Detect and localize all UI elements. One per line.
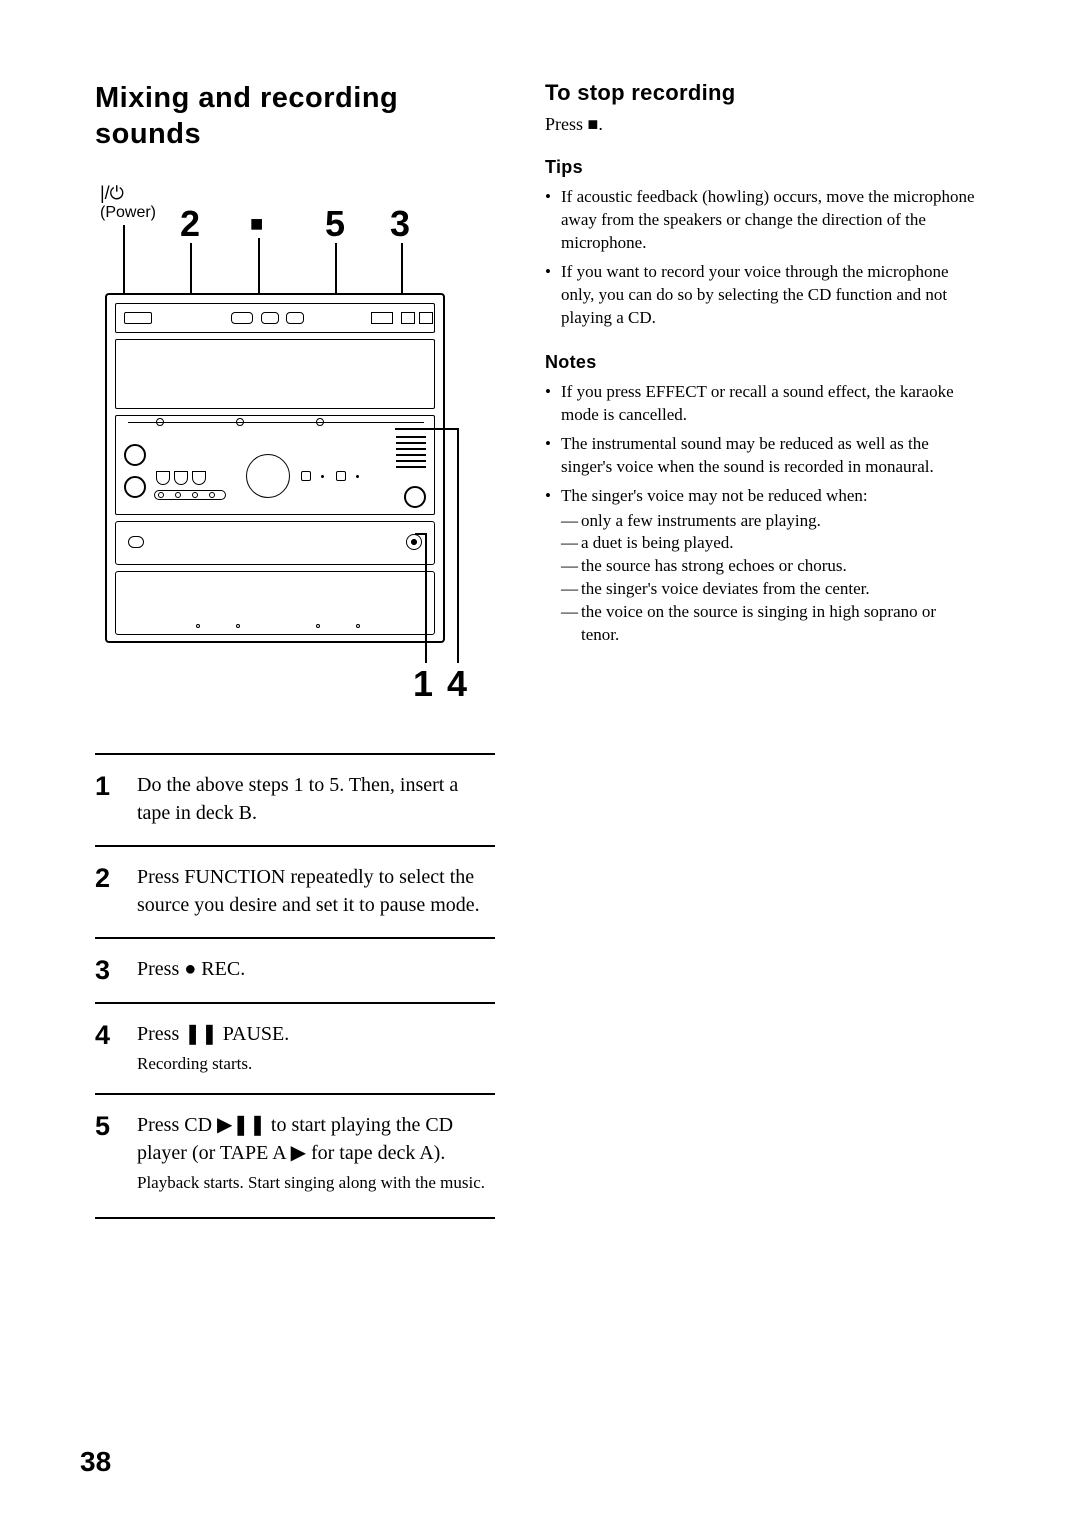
section-title: Mixing and recording sounds [95, 80, 495, 153]
tips-list: If acoustic feedback (howling) occurs, m… [545, 186, 975, 330]
callout-4: 4 [447, 663, 467, 705]
tips-heading: Tips [545, 157, 975, 178]
device-diagram: |/⏻ (Power) 2 ■ 5 3 [95, 183, 475, 713]
note-item: The singer's voice may not be reduced wh… [545, 485, 975, 648]
note-item: If you press EFFECT or recall a sound ef… [545, 381, 975, 427]
step-number: 4 [95, 1020, 115, 1076]
tip-item: If you want to record your voice through… [545, 261, 975, 330]
step-5: 5 Press CD ▶❚❚ to start playing the CD p… [95, 1093, 495, 1219]
step-2: 2 Press FUNCTION repeatedly to select th… [95, 845, 495, 937]
callout-stop-icon: ■ [250, 211, 263, 237]
step-body: Press FUNCTION repeatedly to select the … [137, 863, 495, 919]
step-sub: Playback starts. Start singing along wit… [137, 1171, 495, 1195]
step-3: 3 Press ● REC. [95, 937, 495, 1002]
callout-3: 3 [390, 203, 410, 245]
step-body: Press ❚❚ PAUSE. [137, 1023, 289, 1045]
page-number: 38 [80, 1446, 111, 1478]
note-subitem: the source has strong echoes or chorus. [561, 555, 975, 578]
callout-power: |/⏻ (Power) [100, 183, 156, 222]
stop-recording-heading: To stop recording [545, 80, 975, 106]
step-number: 5 [95, 1111, 115, 1195]
step-body: Press CD ▶❚❚ to start playing the CD pla… [137, 1114, 453, 1164]
note-subitem: the voice on the source is singing in hi… [561, 601, 975, 647]
step-4: 4 Press ❚❚ PAUSE. Recording starts. [95, 1002, 495, 1094]
step-number: 3 [95, 955, 115, 984]
callout-1: 1 [413, 663, 433, 705]
step-body: Press ● REC. [137, 955, 495, 984]
note-subitem: the singer's voice deviates from the cen… [561, 578, 975, 601]
tip-item: If acoustic feedback (howling) occurs, m… [545, 186, 975, 255]
step-number: 1 [95, 771, 115, 827]
step-number: 2 [95, 863, 115, 919]
callout-2: 2 [180, 203, 200, 245]
callout-5: 5 [325, 203, 345, 245]
note-item: The instrumental sound may be reduced as… [545, 433, 975, 479]
note-subitem: a duet is being played. [561, 532, 975, 555]
stop-recording-body: Press ■. [545, 112, 975, 137]
notes-list: If you press EFFECT or recall a sound ef… [545, 381, 975, 647]
note-sublist: only a few instruments are playing. a du… [561, 510, 975, 648]
note-subitem: only a few instruments are playing. [561, 510, 975, 533]
steps-list: 1 Do the above steps 1 to 5. Then, inser… [95, 753, 495, 1220]
step-sub: Recording starts. [137, 1052, 495, 1076]
step-1: 1 Do the above steps 1 to 5. Then, inser… [95, 753, 495, 845]
step-body: Do the above steps 1 to 5. Then, insert … [137, 771, 495, 827]
notes-heading: Notes [545, 352, 975, 373]
